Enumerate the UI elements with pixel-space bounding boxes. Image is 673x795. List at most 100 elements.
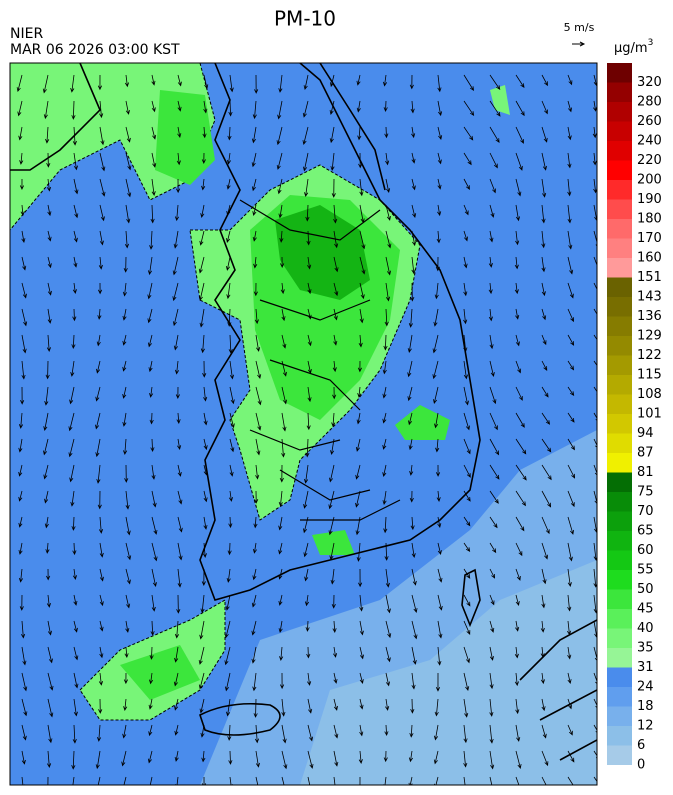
wind-arrow [593, 178, 597, 194]
wind-arrow [540, 646, 545, 658]
wind-arrow [593, 100, 597, 112]
wind-arrow [307, 672, 312, 686]
wind-arrow [306, 230, 311, 246]
colorbar-label: 136 [637, 309, 662, 324]
wind-arrow [224, 620, 231, 639]
wind-arrow [99, 594, 104, 607]
wind-arrow [21, 646, 27, 666]
wind-arrow [435, 672, 441, 692]
wind-arrow [489, 750, 495, 770]
wind-arrow [97, 308, 102, 320]
wind-arrow [329, 74, 335, 88]
source: NIER [10, 26, 43, 42]
wind-arrow [149, 412, 154, 425]
wind-arrow [409, 490, 414, 503]
colorbar-block [607, 589, 632, 609]
wind-arrow [436, 230, 441, 244]
wind-arrow [541, 412, 551, 425]
colorbar-label: 122 [637, 348, 662, 363]
colorbar-block [607, 628, 632, 648]
wind-arrow [434, 776, 439, 785]
wind-arrow [47, 230, 52, 242]
green-area-nw-core [155, 90, 215, 185]
wind-arrow [307, 308, 312, 320]
wind-arrow [201, 750, 206, 763]
wind-arrow [43, 412, 49, 432]
wind-arrow [329, 126, 335, 144]
wind-arrow [252, 542, 257, 554]
wind-arrow [201, 178, 206, 191]
wind-arrow [333, 750, 339, 767]
colorbar-label: 101 [637, 407, 662, 422]
wind-arrow [255, 776, 259, 785]
wind-arrow [515, 204, 521, 222]
wind-arrow [253, 256, 258, 269]
wind-arrow [121, 750, 127, 767]
wind-arrow [384, 308, 389, 327]
wind-arrow [255, 464, 260, 480]
wind-arrow [515, 490, 526, 507]
wind-arrow [71, 334, 76, 349]
wind-arrow [21, 308, 28, 327]
wind-arrow [541, 100, 548, 115]
wind-arrow [44, 386, 49, 406]
colorbar-label: 50 [637, 582, 654, 597]
wind-arrow [302, 100, 309, 118]
wind-arrow [567, 776, 574, 785]
wind-arrow [124, 464, 129, 483]
wind-arrow [541, 230, 546, 249]
wind-arrow [437, 594, 443, 611]
wind-arrow [437, 126, 443, 141]
wind-arrow [358, 334, 363, 348]
wind-arrow [307, 724, 314, 742]
colorbar-block [607, 394, 632, 414]
wind-arrow [46, 178, 52, 192]
wind-arrow [174, 646, 179, 663]
wind-arrow [150, 620, 155, 636]
wind-arrow [254, 724, 260, 744]
colorbar-block [607, 63, 632, 83]
colorbar-label: 170 [637, 231, 662, 246]
wind-arrow [251, 126, 257, 144]
wind-arrow [278, 542, 283, 555]
wind-arrow [303, 490, 309, 509]
wind-arrow [437, 100, 443, 117]
wind-arrow [251, 152, 257, 168]
wind-arrow [303, 74, 309, 91]
wind-arrow [567, 386, 575, 397]
wind-scale-arrow [572, 41, 586, 47]
wind-arrow [99, 646, 104, 659]
colorbar-block [607, 258, 632, 278]
wind-arrow [567, 490, 575, 508]
wind-arrow [124, 646, 129, 659]
wind-arrow [593, 256, 597, 267]
wind-arrow [125, 516, 131, 536]
wind-arrow [72, 724, 77, 744]
wind-arrow [541, 334, 547, 346]
wind-arrow [279, 464, 284, 483]
wind-arrow [382, 74, 388, 87]
wind-arrow [199, 230, 205, 246]
wind-arrow [432, 334, 439, 354]
wind-arrow [95, 386, 101, 402]
wind-arrow [541, 152, 547, 171]
colorbar-label: 0 [637, 758, 645, 773]
wind-arrow [151, 568, 157, 587]
wind-arrow [359, 594, 364, 612]
wind-arrow [307, 776, 311, 785]
wind-arrow [593, 776, 597, 785]
colorbar-label: 40 [637, 621, 654, 636]
colorbar-block [607, 199, 632, 219]
wind-arrow [515, 776, 520, 785]
wind-arrow [203, 386, 208, 402]
wind-arrow [307, 698, 313, 714]
colorbar-block [607, 121, 632, 141]
wind-arrow [541, 724, 547, 739]
wind-arrow [359, 646, 364, 660]
wind-arrow [125, 204, 131, 224]
green-area-central-core [275, 205, 370, 300]
wind-arrow [330, 438, 335, 456]
wind-arrow [567, 100, 573, 113]
wind-arrow [382, 360, 387, 375]
wind-arrow [96, 360, 101, 374]
